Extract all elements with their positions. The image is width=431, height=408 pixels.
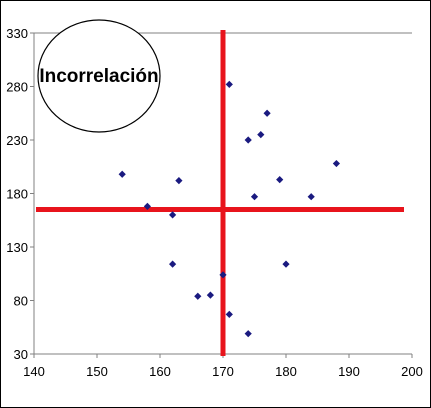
- x-tick-label: 150: [86, 364, 108, 379]
- x-tick-label: 190: [338, 364, 360, 379]
- annotation-text: Incorrelación: [39, 66, 158, 87]
- y-tick-label: 80: [14, 294, 28, 309]
- data-point: [225, 310, 233, 319]
- y-tick-label: 280: [6, 80, 28, 95]
- data-point: [169, 211, 177, 219]
- data-point: [263, 109, 271, 117]
- data-point: [244, 330, 252, 338]
- data-point: [206, 291, 214, 299]
- data-point: [244, 136, 252, 144]
- y-tick-label: 180: [6, 187, 28, 202]
- x-tick-label: 200: [401, 364, 423, 379]
- data-point: [332, 159, 340, 168]
- data-point: [194, 292, 202, 300]
- x-tick-label: 160: [149, 364, 171, 379]
- data-point: [257, 131, 265, 139]
- data-point: [118, 170, 126, 178]
- y-tick-label: 130: [6, 240, 28, 255]
- data-point: [169, 260, 177, 268]
- data-point: [250, 193, 259, 201]
- x-tick-label: 140: [23, 364, 45, 379]
- y-tick-label: 330: [6, 26, 28, 41]
- x-tick-label: 180: [275, 364, 297, 379]
- data-point: [175, 177, 183, 185]
- data-point: [225, 80, 233, 88]
- data-point: [307, 193, 315, 201]
- x-tick-label: 170: [212, 364, 234, 379]
- data-point: [219, 271, 227, 279]
- y-tick-label: 230: [6, 133, 28, 148]
- annotation-ellipse: [37, 19, 161, 133]
- data-point: [143, 202, 151, 210]
- data-point: [282, 260, 290, 268]
- y-tick-label: 30: [14, 347, 28, 362]
- data-point: [276, 175, 284, 184]
